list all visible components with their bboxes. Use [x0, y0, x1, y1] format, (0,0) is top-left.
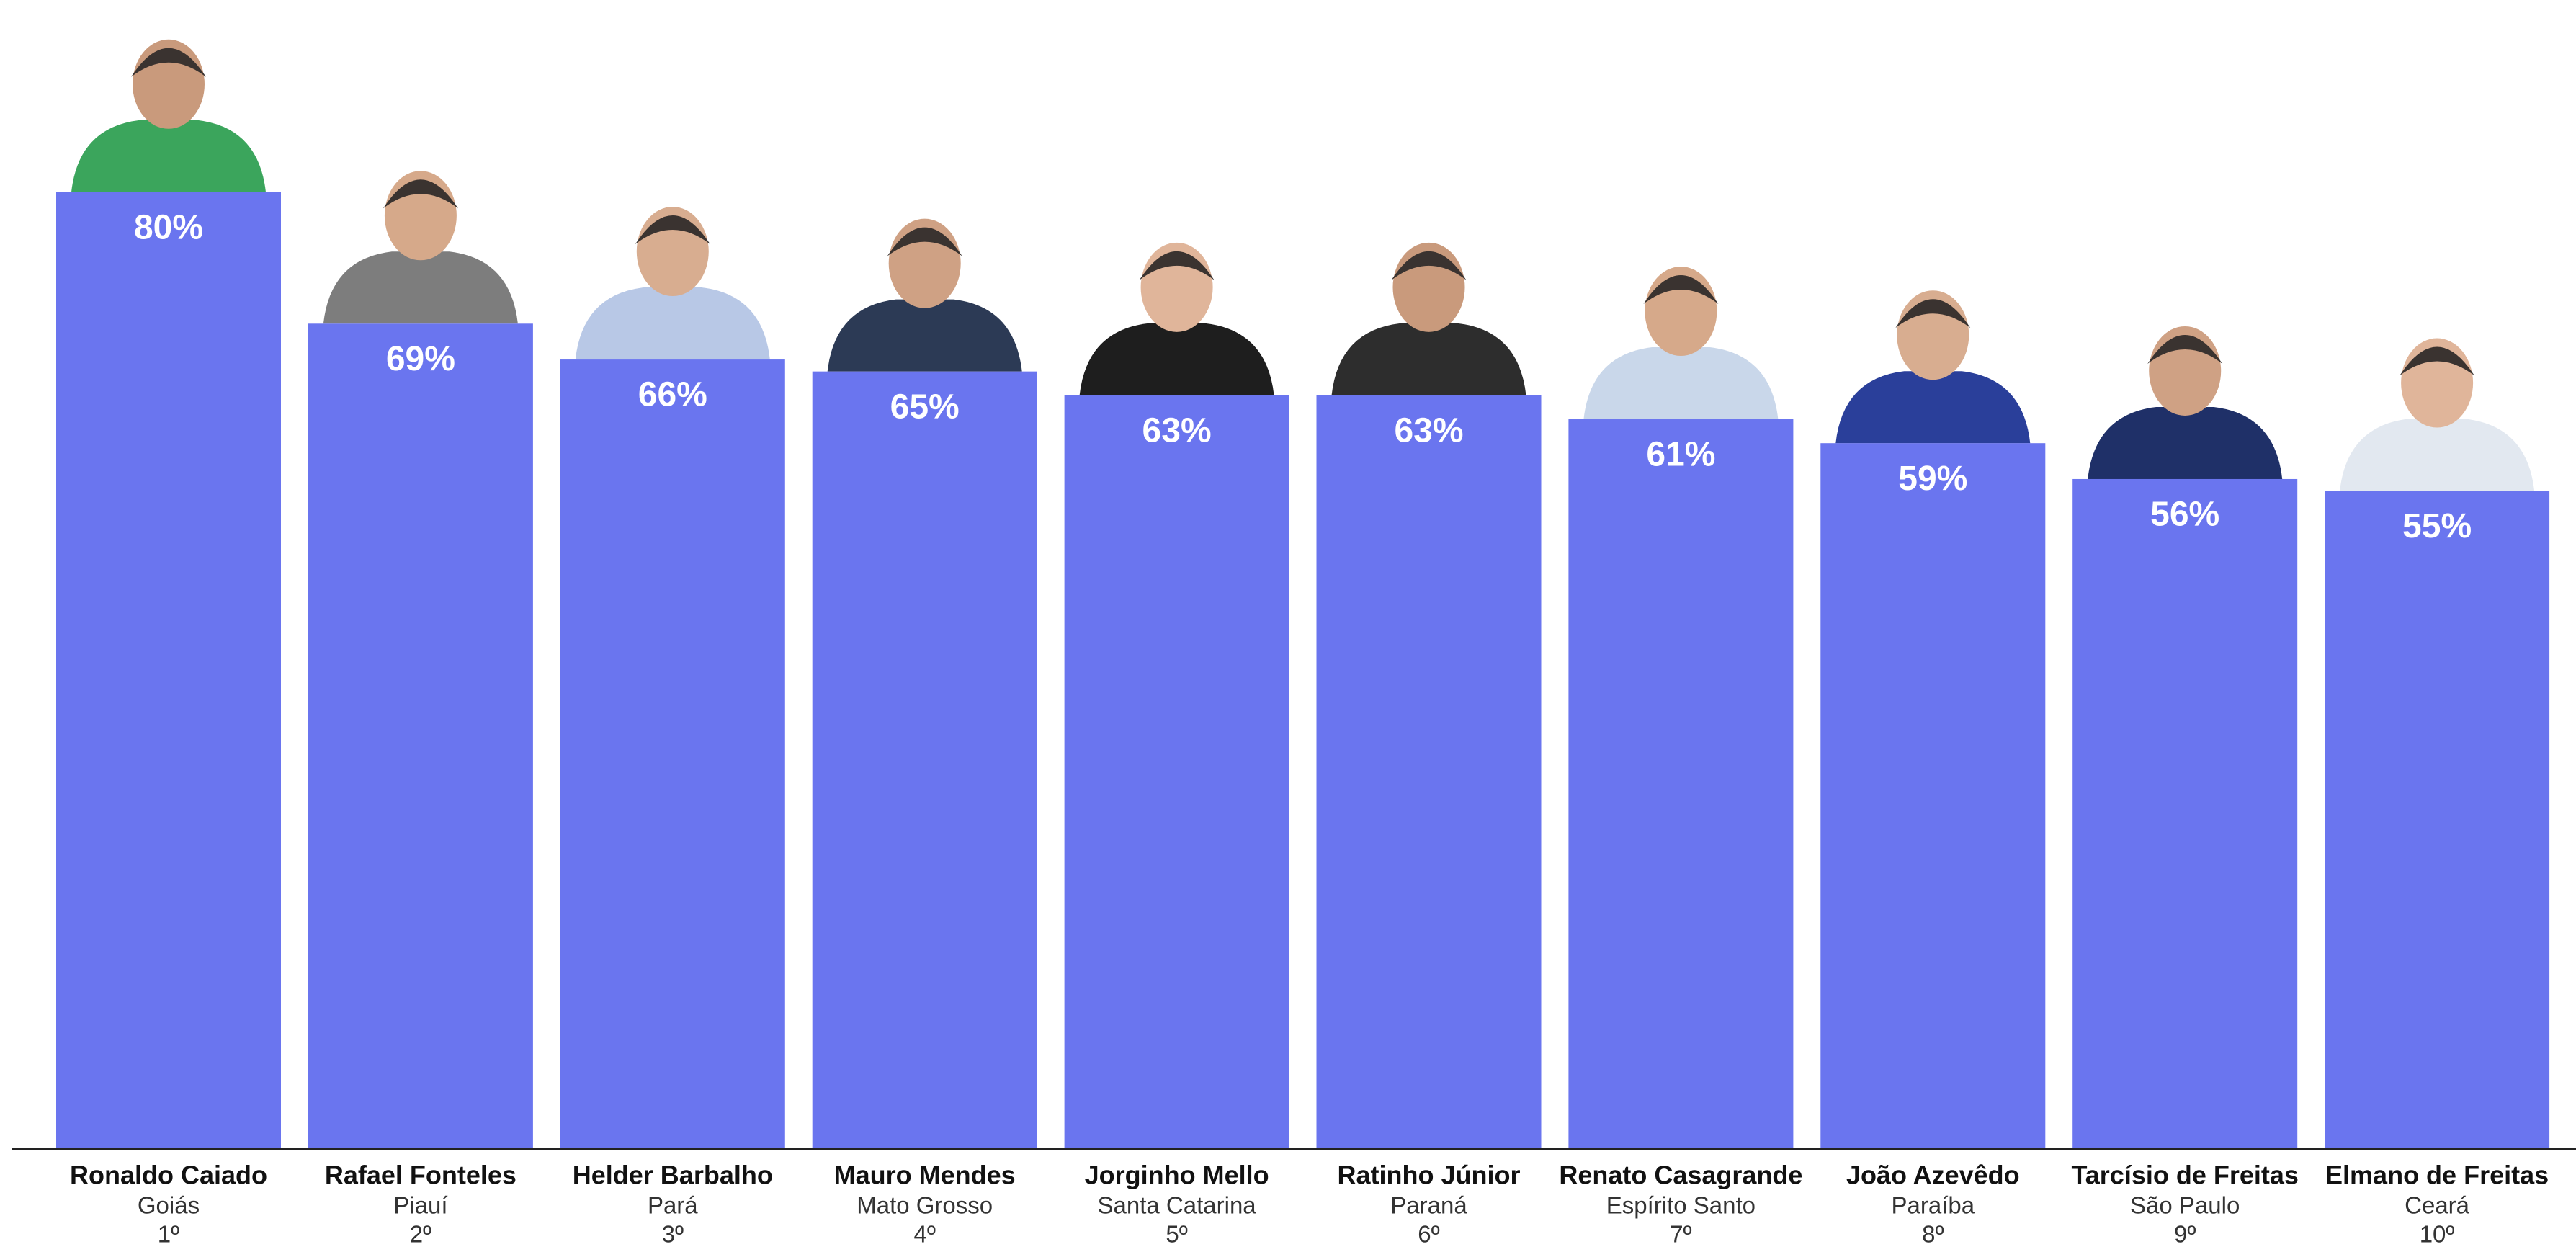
candidate-name: Elmano de Freitas: [2325, 1161, 2549, 1190]
portrait-hair: [383, 179, 458, 209]
rank-label: 7º: [1670, 1221, 1691, 1248]
portrait-shoulders: [1079, 323, 1274, 395]
value-label: 59%: [1898, 460, 1967, 498]
portrait-shoulders: [2340, 419, 2535, 491]
bar: [1820, 443, 2046, 1148]
candidate-name: Renato Casagrande: [1559, 1161, 1802, 1190]
portrait-hair: [1643, 275, 1719, 305]
portrait-shoulders: [1835, 371, 2031, 444]
bar: [1316, 395, 1542, 1148]
rank-label: 2º: [410, 1221, 431, 1248]
portrait-hair: [2400, 346, 2475, 376]
bar: [1064, 395, 1289, 1148]
rank-label: 10º: [2420, 1221, 2455, 1248]
rank-label: 6º: [1418, 1221, 1439, 1248]
bar: [56, 192, 281, 1148]
portrait-shoulders: [1583, 347, 1779, 420]
value-label: 66%: [638, 376, 707, 414]
value-label: 56%: [2150, 496, 2219, 534]
rank-label: 5º: [1166, 1221, 1187, 1248]
state-label: Ceará: [2405, 1192, 2470, 1219]
portrait-shoulders: [323, 251, 518, 324]
bar: [812, 371, 1037, 1148]
portrait-hair: [1391, 251, 1467, 280]
rank-label: 1º: [158, 1221, 179, 1248]
candidate-name: Helder Barbalho: [573, 1161, 773, 1190]
portrait-hair: [1895, 299, 1971, 328]
portrait-shoulders: [71, 120, 266, 192]
candidate-name: Ratinho Júnior: [1338, 1161, 1521, 1190]
bar: [1568, 419, 1794, 1148]
portrait-hair: [131, 48, 206, 77]
rank-label: 9º: [2174, 1221, 2196, 1248]
rank-label: 8º: [1922, 1221, 1944, 1248]
candidate-name: Rafael Fonteles: [325, 1161, 516, 1190]
candidate-name: Ronaldo Caiado: [70, 1161, 267, 1190]
value-label: 55%: [2402, 507, 2472, 545]
portrait-hair: [635, 215, 710, 245]
candidate-name: João Azevêdo: [1846, 1161, 2020, 1190]
candidate-name: Mauro Mendes: [834, 1161, 1016, 1190]
state-label: Paraná: [1390, 1192, 1467, 1219]
rank-label: 4º: [913, 1221, 935, 1248]
value-label: 61%: [1646, 436, 1715, 474]
bar: [308, 323, 533, 1148]
state-label: Pará: [648, 1192, 698, 1219]
value-label: 63%: [1394, 412, 1463, 450]
value-label: 65%: [890, 388, 960, 426]
state-label: Espírito Santo: [1606, 1192, 1756, 1219]
value-label: 69%: [386, 340, 455, 378]
portrait-hair: [2147, 334, 2223, 364]
portrait-shoulders: [1331, 323, 1526, 395]
state-label: Santa Catarina: [1098, 1192, 1257, 1219]
state-label: Goiás: [138, 1192, 200, 1219]
portrait-shoulders: [827, 299, 1022, 372]
value-label: 63%: [1142, 412, 1212, 450]
rank-label: 3º: [662, 1221, 684, 1248]
state-label: Paraíba: [1892, 1192, 1975, 1219]
state-label: São Paulo: [2130, 1192, 2240, 1219]
candidate-name: Jorginho Mello: [1085, 1161, 1269, 1190]
portrait-shoulders: [2088, 406, 2283, 479]
portrait-shoulders: [575, 287, 770, 360]
portrait-hair: [1139, 251, 1215, 280]
bar: [2072, 478, 2298, 1148]
candidate-name: Tarcísio de Freitas: [2071, 1161, 2298, 1190]
state-label: Mato Grosso: [857, 1192, 993, 1219]
bar: [560, 359, 785, 1148]
value-label: 80%: [134, 208, 203, 246]
bar: [2325, 491, 2550, 1148]
portrait-hair: [887, 227, 962, 256]
state-label: Piauí: [393, 1192, 447, 1219]
